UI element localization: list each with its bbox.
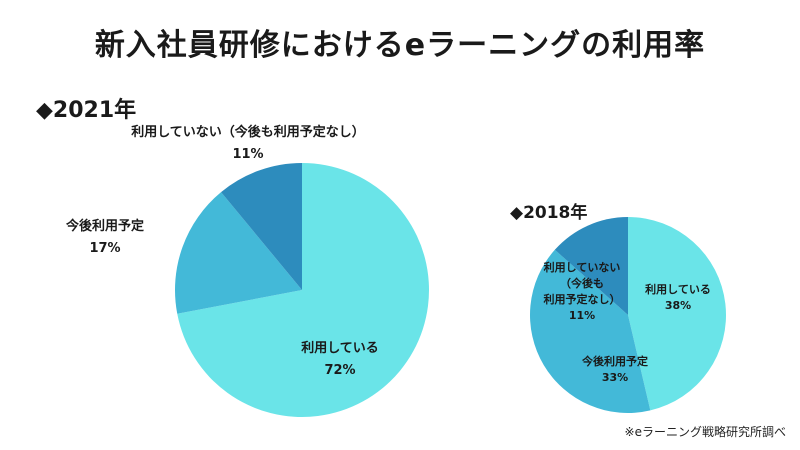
pie-2021-slice-planned	[174, 192, 302, 314]
label-2021-using: 利用している 72%	[280, 338, 400, 382]
pie-2018-slice-not-using	[554, 217, 628, 315]
label-2021-using-text: 利用している	[301, 341, 379, 356]
pie-2018	[529, 217, 726, 413]
pie-2021-slice-not-using	[221, 163, 302, 290]
label-2021-using-pct: 72%	[324, 363, 356, 378]
chart-2018-title: ◆2018年	[510, 203, 588, 223]
label-2021-not-using-text: 利用していない（今後も利用予定なし）	[131, 125, 365, 140]
label-2018-planned-text: 今後利用予定	[582, 355, 648, 368]
pie-2021-slice-using	[177, 163, 429, 417]
label-2021-planned-text: 今後利用予定	[65, 219, 144, 234]
label-2018-using-text: 利用している	[645, 283, 711, 296]
label-2021-not-using-pct: 11%	[232, 147, 264, 162]
label-2021-planned-pct: 17%	[89, 241, 121, 256]
pie-2021	[174, 163, 429, 417]
label-2018-not-using-line1: 利用していない	[543, 261, 621, 274]
label-2018-using: 利用している 38%	[636, 282, 720, 314]
chart-title: 新入社員研修におけるeラーニングの利用率	[94, 28, 706, 63]
pie-2018-slice-planned	[529, 249, 651, 413]
pie-2018-slice-using	[628, 217, 726, 411]
label-2018-not-using-line3: 利用予定なし）	[543, 293, 621, 306]
label-2021-planned: 今後利用予定 17%	[45, 216, 165, 260]
source-note: ※eラーニング戦略研究所調べ	[624, 425, 786, 439]
label-2018-not-using: 利用していない （今後も 利用予定なし） 11%	[534, 260, 630, 324]
label-2018-not-using-line2: （今後も	[560, 277, 604, 290]
chart-2021-title: ◆2021年	[36, 98, 137, 123]
label-2018-not-using-pct: 11%	[568, 309, 596, 322]
label-2018-planned: 今後利用予定 33%	[560, 354, 670, 386]
label-2018-planned-pct: 33%	[601, 371, 629, 384]
label-2021-not-using: 利用していない（今後も利用予定なし） 11%	[98, 122, 398, 166]
label-2018-using-pct: 38%	[664, 299, 692, 312]
